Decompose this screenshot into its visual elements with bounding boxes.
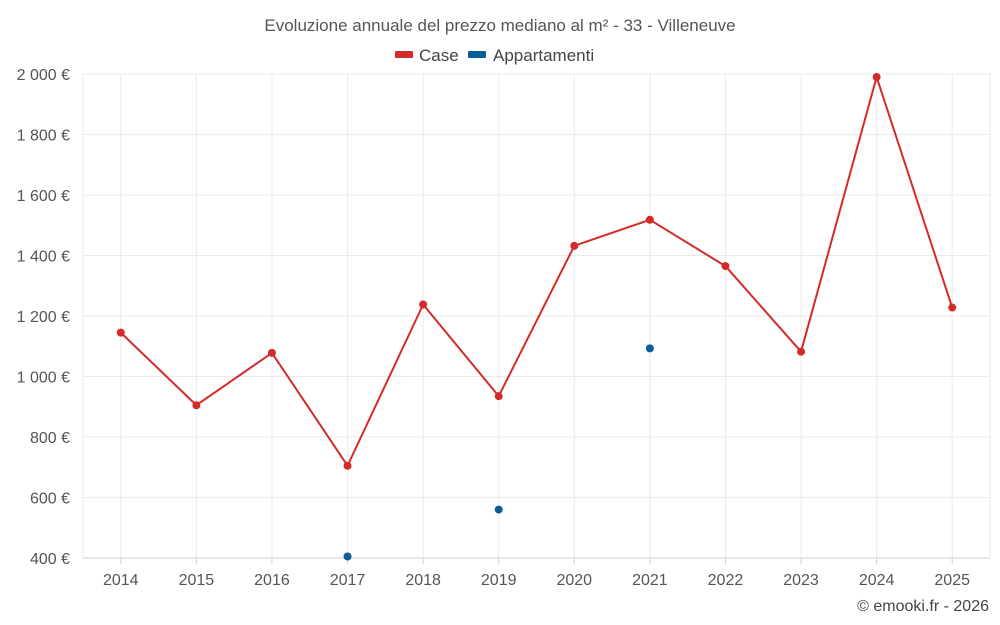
x-tick-label: 2025 [934, 572, 970, 589]
x-tick-label: 2014 [103, 572, 139, 589]
point-case-2014[interactable] [116, 328, 125, 337]
x-tick-label: 2017 [330, 572, 366, 589]
y-tick-label: 800 € [30, 430, 70, 447]
y-tick-label: 1 000 € [17, 370, 70, 387]
x-tick-label: 2018 [405, 572, 441, 589]
grid [82, 73, 991, 558]
point-case-2024[interactable] [872, 73, 881, 82]
point-appartamenti-2021[interactable] [645, 344, 654, 353]
point-appartamenti-2019[interactable] [494, 505, 503, 514]
point-case-2023[interactable] [797, 347, 806, 356]
point-case-2017[interactable] [343, 461, 352, 470]
point-case-2025[interactable] [948, 303, 957, 312]
y-tick-label: 600 € [30, 491, 70, 508]
x-tick-label: 2022 [708, 572, 744, 589]
legend-item-case[interactable]: Case [395, 46, 459, 65]
legend-label-appartamenti: Appartamenti [493, 46, 594, 65]
x-tick-label: 2020 [556, 572, 592, 589]
y-tick-label: 2 000 € [17, 67, 70, 84]
y-tick-label: 400 € [30, 551, 70, 568]
y-tick-label: 1 200 € [17, 309, 70, 326]
legend-swatch-appartamenti [468, 51, 486, 58]
x-axis: 2014 2015 2016 2017 2018 2019 2020 2021 2022 2023… [83, 557, 990, 589]
y-axis: 400 € 600 € 800 € 1 000 € 1 200 € 1 400 € 1 60… [17, 67, 70, 568]
point-case-2022[interactable] [721, 262, 730, 271]
point-appartamenti-2017[interactable] [343, 552, 352, 561]
x-tick-label: 2015 [179, 572, 215, 589]
point-case-2019[interactable] [494, 392, 503, 401]
x-tick-label: 2021 [632, 572, 668, 589]
x-tick-label: 2016 [254, 572, 290, 589]
series-appartamenti [343, 344, 654, 561]
legend-label-case: Case [419, 46, 459, 65]
series-line-case [120, 76, 954, 467]
point-case-2021[interactable] [645, 215, 654, 224]
legend: Case Appartamenti [395, 46, 594, 65]
point-case-2018[interactable] [419, 300, 428, 309]
legend-item-appartamenti[interactable]: Appartamenti [468, 46, 594, 65]
y-tick-label: 1 800 € [17, 128, 70, 145]
point-case-2020[interactable] [570, 241, 579, 250]
y-tick-label: 1 400 € [17, 249, 70, 266]
point-case-2016[interactable] [267, 348, 276, 357]
series [116, 73, 957, 561]
x-tick-label: 2023 [783, 572, 819, 589]
x-tick-label: 2019 [481, 572, 517, 589]
chart-title: Evoluzione annuale del prezzo mediano al… [264, 16, 735, 35]
x-tick-label: 2024 [859, 572, 895, 589]
point-case-2015[interactable] [192, 401, 201, 410]
credit: © emooki.fr - 2026 [857, 598, 989, 615]
y-tick-label: 1 600 € [17, 188, 70, 205]
series-case [116, 73, 957, 470]
legend-swatch-case [395, 51, 413, 58]
